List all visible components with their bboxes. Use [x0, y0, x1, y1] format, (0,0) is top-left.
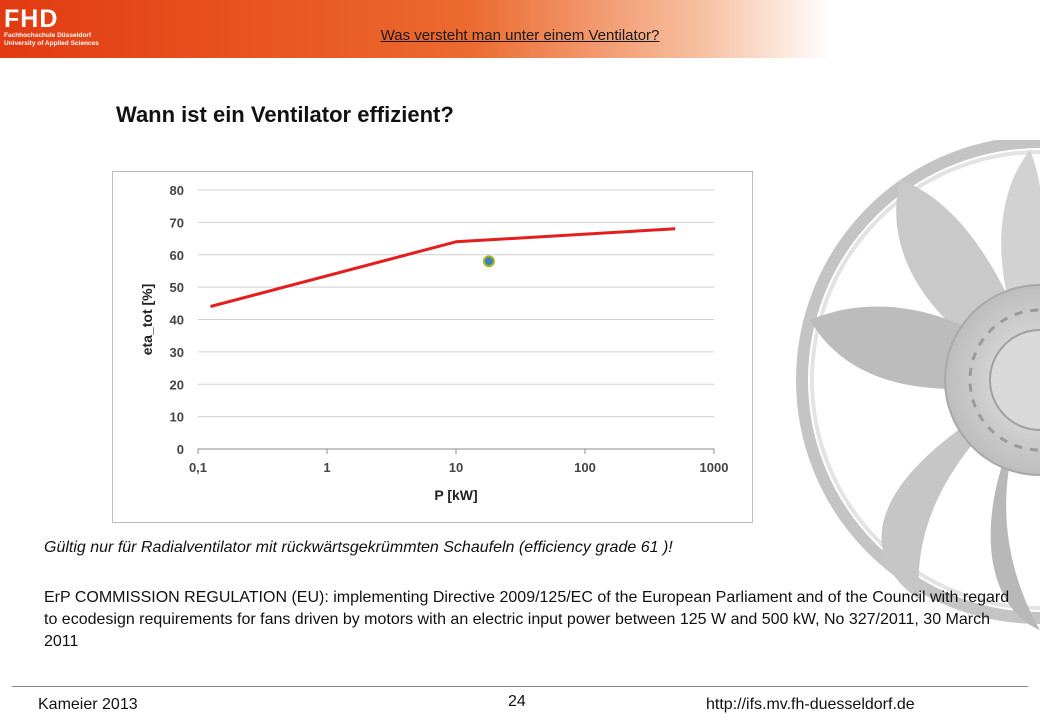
logo-line-2: University of Applied Sciences — [4, 40, 99, 47]
efficiency-limit-line — [210, 227, 676, 308]
y-tick-label: 20 — [170, 377, 184, 392]
logo-mark: FHD — [4, 5, 59, 33]
header-band — [0, 0, 1040, 58]
x-tick-label: 10 — [449, 460, 463, 475]
y-tick-label: 80 — [170, 183, 184, 198]
logo-line-1: Fachhochschule Düsseldorf — [4, 32, 92, 39]
chart-frame: 0 10 20 30 40 50 60 70 80 0,1 1 10 100 1000 P [kW] eta_… — [112, 171, 753, 523]
y-tick-label: 70 — [170, 215, 184, 230]
y-tick-label: 10 — [170, 410, 184, 425]
y-tick-label: 50 — [170, 280, 184, 295]
validity-note: Gültig nur für Radialventilator mit rück… — [44, 539, 673, 556]
x-tick-label: 0,1 — [189, 460, 207, 475]
footer-divider — [12, 686, 1028, 687]
y-tick-label: 0 — [177, 442, 184, 457]
x-tick-label: 100 — [574, 460, 596, 475]
slide-title: Wann ist ein Ventilator effizient? — [116, 102, 454, 127]
x-tick-label: 1 — [323, 460, 330, 475]
y-tick-label: 40 — [170, 313, 184, 328]
fan-impeller-image — [796, 140, 1040, 630]
x-axis-title: P [kW] — [434, 487, 477, 503]
header-title: Was versteht man unter einem Ventilator? — [380, 27, 660, 44]
regulation-text: ErP COMMISSION REGULATION (EU): implemen… — [44, 589, 1010, 650]
footer-url: http://ifs.mv.fh-duesseldorf.de — [706, 696, 915, 713]
y-axis-title: eta_tot [%] — [139, 284, 155, 356]
university-logo: FHD Fachhochschule Düsseldorf University… — [4, 5, 99, 54]
data-point — [482, 255, 495, 268]
y-tick-label: 60 — [170, 248, 184, 263]
y-tick-label: 30 — [170, 345, 184, 360]
footer-author: Kameier 2013 — [38, 696, 138, 713]
efficiency-chart: 0 10 20 30 40 50 60 70 80 0,1 1 10 100 1000 P [kW] eta_… — [139, 183, 729, 503]
page-number: 24 — [508, 693, 526, 710]
x-tick-label: 1000 — [700, 460, 729, 475]
